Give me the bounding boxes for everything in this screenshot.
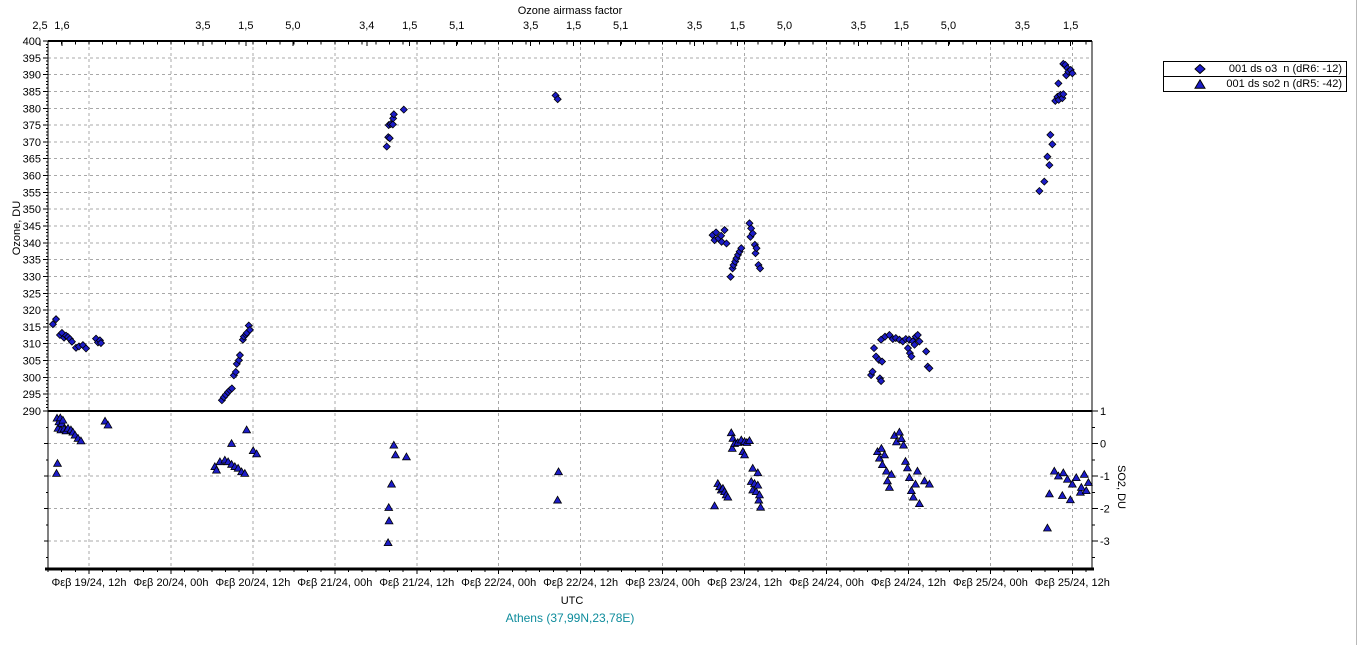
svg-text:325: 325 — [23, 288, 41, 300]
svg-text:3,5: 3,5 — [523, 20, 538, 32]
svg-text:5,1: 5,1 — [613, 20, 628, 32]
svg-text:Φεβ 21/24, 00h: Φεβ 21/24, 00h — [297, 577, 372, 589]
svg-text:1,5: 1,5 — [402, 20, 417, 32]
svg-text:1: 1 — [1100, 406, 1106, 418]
svg-text:385: 385 — [23, 86, 41, 98]
svg-text:310: 310 — [23, 339, 41, 351]
panel-right-edge-line — [1356, 0, 1357, 645]
left-axis-title: Ozone, DU — [11, 200, 23, 256]
svg-text:370: 370 — [23, 137, 41, 149]
svg-text:340: 340 — [23, 238, 41, 250]
svg-text:3,5: 3,5 — [1015, 20, 1030, 32]
svg-text:1,5: 1,5 — [1063, 20, 1078, 32]
svg-text:2,5: 2,5 — [32, 20, 47, 32]
axis-ticks — [39, 40, 1098, 574]
svg-text:3,5: 3,5 — [195, 20, 210, 32]
svg-text:360: 360 — [23, 171, 41, 183]
svg-text:Φεβ 21/24, 12h: Φεβ 21/24, 12h — [379, 577, 454, 589]
svg-text:0: 0 — [1100, 439, 1106, 451]
svg-text:395: 395 — [23, 53, 41, 65]
legend-item-so2: 001 ds so2 n (dR5: -42) — [1163, 76, 1347, 92]
svg-text:5,0: 5,0 — [285, 20, 300, 32]
svg-text:-3: -3 — [1100, 536, 1110, 548]
svg-text:350: 350 — [23, 204, 41, 216]
top-axis-title: Ozone airmass factor — [517, 5, 623, 17]
svg-text:Φεβ 22/24, 00h: Φεβ 22/24, 00h — [461, 577, 536, 589]
legend-item-o3: 001 ds o3 n (dR6: -12) — [1163, 61, 1347, 77]
svg-text:3,5: 3,5 — [687, 20, 702, 32]
plot-borders — [45, 40, 1094, 571]
legend-label-so2: 001 ds so2 n (dR5: -42) — [1226, 78, 1342, 90]
svg-text:Φεβ 20/24, 12h: Φεβ 20/24, 12h — [215, 577, 290, 589]
svg-text:Φεβ 22/24, 12h: Φεβ 22/24, 12h — [543, 577, 618, 589]
svg-text:Φεβ 24/24, 00h: Φεβ 24/24, 00h — [789, 577, 864, 589]
svg-text:290: 290 — [23, 406, 41, 418]
svg-text:305: 305 — [23, 356, 41, 368]
svg-text:1,5: 1,5 — [894, 20, 909, 32]
svg-text:Φεβ 25/24, 12h: Φεβ 25/24, 12h — [1035, 577, 1110, 589]
svg-text:320: 320 — [23, 305, 41, 317]
svg-text:300: 300 — [23, 372, 41, 384]
svg-text:5,0: 5,0 — [777, 20, 792, 32]
svg-text:1,5: 1,5 — [566, 20, 581, 32]
svg-text:330: 330 — [23, 271, 41, 283]
gridlines — [48, 41, 1092, 569]
svg-text:Φεβ 23/24, 12h: Φεβ 23/24, 12h — [707, 577, 782, 589]
svg-text:Φεβ 20/24, 00h: Φεβ 20/24, 00h — [133, 577, 208, 589]
svg-text:365: 365 — [23, 154, 41, 166]
svg-text:390: 390 — [23, 70, 41, 82]
station-label: Athens (37,99N,23,78E) — [505, 611, 635, 625]
triangle-icon — [1194, 79, 1206, 89]
svg-text:Φεβ 24/24, 12h: Φεβ 24/24, 12h — [871, 577, 946, 589]
svg-text:375: 375 — [23, 120, 41, 132]
svg-text:-1: -1 — [1100, 471, 1110, 483]
diamond-icon — [1194, 64, 1206, 74]
svg-text:1,5: 1,5 — [238, 20, 253, 32]
tick-labels: 400 395 390 385 380 375 370 365 360 355 350 345 340 3… — [23, 20, 1110, 589]
svg-text:295: 295 — [23, 389, 41, 401]
svg-text:5,0: 5,0 — [941, 20, 956, 32]
svg-text:-2: -2 — [1100, 504, 1110, 516]
svg-text:345: 345 — [23, 221, 41, 233]
right-axis-title: SO2, DU — [1115, 464, 1127, 510]
svg-text:1,6: 1,6 — [54, 20, 69, 32]
svg-text:315: 315 — [23, 322, 41, 334]
series-o3 — [48, 59, 1077, 405]
svg-text:355: 355 — [23, 187, 41, 199]
svg-text:Φεβ 23/24, 00h: Φεβ 23/24, 00h — [625, 577, 700, 589]
svg-text:3,4: 3,4 — [359, 20, 374, 32]
svg-text:400: 400 — [23, 36, 41, 48]
legend-label-o3: 001 ds o3 n (dR6: -12) — [1228, 63, 1342, 75]
svg-text:1,5: 1,5 — [730, 20, 745, 32]
svg-text:335: 335 — [23, 255, 41, 267]
legend: 001 ds o3 n (dR6: -12) 001 ds so2 n (dR5… — [1163, 61, 1347, 92]
x-axis-title: UTC — [560, 595, 584, 607]
svg-text:Φεβ 25/24, 00h: Φεβ 25/24, 00h — [953, 577, 1028, 589]
svg-text:380: 380 — [23, 103, 41, 115]
svg-text:5,1: 5,1 — [449, 20, 464, 32]
series-so2 — [51, 413, 1093, 547]
svg-text:Φεβ 19/24, 12h: Φεβ 19/24, 12h — [51, 577, 126, 589]
svg-text:3,5: 3,5 — [851, 20, 866, 32]
